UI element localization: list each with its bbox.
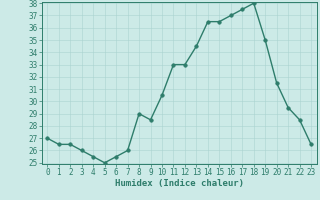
X-axis label: Humidex (Indice chaleur): Humidex (Indice chaleur) — [115, 179, 244, 188]
